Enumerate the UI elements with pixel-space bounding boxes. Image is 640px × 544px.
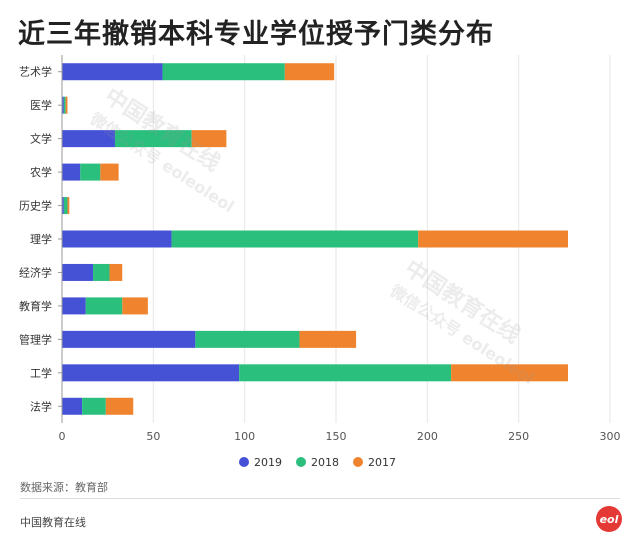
bar-segment-2019 [62,63,163,81]
bar-segment-2019 [62,163,81,181]
y-tick-label: 理学 [30,232,52,246]
legend-label: 2018 [311,456,339,469]
eol-logo: eol [596,506,622,532]
legend-label: 2019 [254,456,282,469]
bar-segment-2019 [62,230,172,248]
bar-segment-2017 [284,63,335,81]
y-tick-label: 工学 [30,366,52,380]
legend-marker-2018 [296,457,306,467]
legend-marker-2019 [239,457,249,467]
y-tick-label: 管理学 [19,332,52,346]
x-tick-label: 300 [600,430,621,443]
legend-marker-2017 [353,457,363,467]
bar-segment-2019 [62,130,115,148]
y-tick-label: 医学 [30,98,52,112]
stacked-bar-chart: 0 50 100 150 200 250 300 艺术学医学文学农学历史学理学经济学教育学管理… [19,55,621,469]
bar-segment-2019 [62,96,64,114]
y-tick-label: 法学 [30,399,52,413]
bar-segment-2017 [191,130,227,148]
bar-segment-2018 [195,330,300,348]
bar-segment-2018 [82,397,106,415]
bar-segment-2019 [62,297,86,315]
y-tick-label: 农学 [30,165,52,179]
bar-segment-2017 [299,330,357,348]
bar-segment-2017 [122,297,148,315]
divider [20,498,620,499]
chart-title: 近三年撤销本科专业学位授予门类分布 [18,19,494,50]
bar-segment-2018 [93,263,110,281]
bar-segment-2018 [80,163,101,181]
x-tick-label: 50 [146,430,160,443]
x-tick-label: 100 [234,430,255,443]
y-tick-label: 历史学 [19,199,52,213]
footer-brand: 中国教育在线 [20,516,86,529]
bar-segment-2018 [171,230,419,248]
axis-layer: 0 50 100 150 200 250 300 艺术学医学文学农学历史学理学经济学教育学管理… [19,55,621,443]
bar-segment-2017 [109,263,123,281]
bar-segment-2017 [418,230,568,248]
bars-layer [62,63,568,415]
bar-segment-2018 [63,197,68,215]
legend: 2019 2018 2017 [239,456,396,469]
bar-segment-2018 [63,96,66,114]
bar-segment-2019 [62,197,64,215]
data-source: 数据来源：教育部 [20,481,108,494]
bar-segment-2019 [62,364,240,382]
bar-segment-2018 [239,364,452,382]
bar-segment-2018 [162,63,285,81]
y-tick-label: 教育学 [19,299,52,313]
bar-segment-2018 [85,297,123,315]
x-tick-label: 200 [417,430,438,443]
y-tick-label: 文学 [30,132,52,146]
x-tick-label: 150 [326,430,347,443]
x-tick-label: 0 [59,430,66,443]
x-tick-label: 250 [508,430,529,443]
legend-label: 2017 [368,456,396,469]
bar-segment-2017 [100,163,119,181]
y-tick-label: 经济学 [19,265,52,279]
bar-segment-2017 [67,197,70,215]
bar-segment-2017 [65,96,68,114]
bar-segment-2019 [62,397,83,415]
bar-segment-2019 [62,330,196,348]
bar-segment-2017 [451,364,568,382]
y-tick-label: 艺术学 [19,65,52,79]
bar-segment-2018 [114,130,192,148]
bar-segment-2019 [62,263,94,281]
bar-segment-2017 [105,397,134,415]
